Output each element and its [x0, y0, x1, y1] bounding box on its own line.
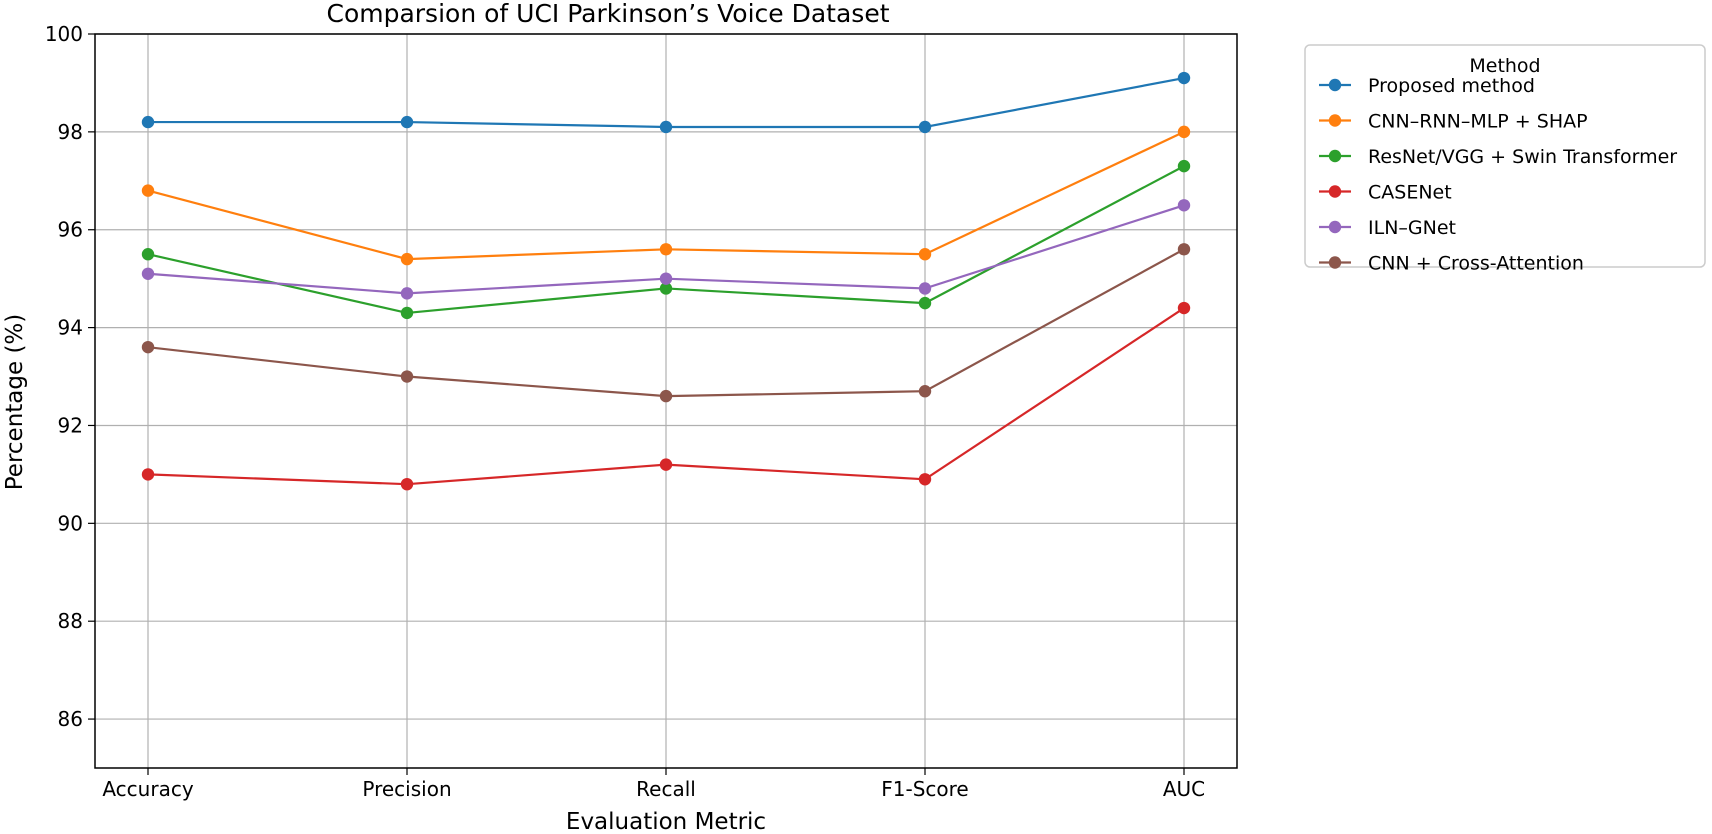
y-tick-label: 92	[58, 413, 83, 437]
series-lines	[141, 71, 1191, 491]
data-point	[659, 272, 673, 285]
data-point	[141, 340, 155, 354]
legend-title: Method	[1469, 55, 1540, 77]
legend-label: ILN–GNet	[1368, 217, 1456, 239]
legend-label: CNN + Cross-Attention	[1368, 253, 1584, 275]
data-point	[918, 385, 932, 398]
data-point	[400, 252, 414, 266]
legend-label: ResNet/VGG + Swin Transformer	[1368, 146, 1677, 168]
legend-label: Proposed method	[1368, 75, 1535, 97]
data-point	[1177, 243, 1191, 256]
data-point	[400, 370, 414, 383]
data-point	[918, 248, 932, 261]
data-point	[1177, 301, 1191, 315]
x-tick-label: Accuracy	[102, 777, 193, 801]
legend-marker	[1328, 220, 1342, 234]
data-point	[400, 477, 414, 491]
x-tick-label: AUC	[1163, 777, 1205, 801]
data-point	[659, 458, 673, 471]
y-tick-label: 90	[58, 511, 83, 535]
data-point	[141, 184, 155, 197]
y-tick-label: 94	[58, 316, 83, 340]
data-point	[141, 248, 155, 261]
data-point	[141, 267, 155, 280]
data-point	[659, 120, 673, 134]
legend-marker	[1328, 185, 1342, 198]
legend-item: ILN–GNet	[1319, 217, 1456, 239]
series-cnn-rnn-mlp-shap	[141, 125, 1191, 266]
data-point	[659, 389, 673, 403]
chart-title: Comparsion of UCI Parkinson’s Voice Data…	[326, 0, 889, 28]
y-tick-label: 88	[58, 609, 83, 633]
legend-item: ResNet/VGG + Swin Transformer	[1319, 146, 1677, 168]
data-point	[1177, 71, 1191, 85]
series-proposed-method	[141, 71, 1191, 134]
legend-item: Proposed method	[1319, 75, 1535, 97]
data-point	[918, 282, 932, 295]
data-point	[400, 115, 414, 129]
x-tick-label: F1-Score	[881, 777, 968, 801]
data-point	[1177, 199, 1191, 212]
y-tick-label: 100	[45, 22, 83, 46]
data-point	[1177, 125, 1191, 139]
legend-label: CASENet	[1368, 182, 1452, 204]
data-point	[659, 282, 673, 295]
legend-box	[1304, 44, 1706, 268]
data-point	[1177, 159, 1191, 173]
y-tick-label: 86	[58, 707, 83, 731]
legend: Method Proposed method CNN–RNN–MLP + SHAP…	[1304, 44, 1706, 275]
data-point	[918, 120, 932, 134]
series-casenet	[141, 301, 1191, 491]
legend-marker	[1328, 78, 1342, 92]
series-cnn-cross-attention	[141, 243, 1191, 403]
data-point	[141, 468, 155, 481]
y-tick-label: 98	[58, 120, 83, 144]
legend-item: CNN–RNN–MLP + SHAP	[1319, 111, 1588, 133]
x-tick-label: Precision	[362, 777, 451, 801]
y-tick-label: 96	[58, 218, 83, 242]
data-point	[918, 296, 932, 310]
legend-label: CNN–RNN–MLP + SHAP	[1368, 111, 1588, 133]
legend-marker	[1328, 114, 1342, 127]
series-resnet-vgg-swin-transformer	[141, 159, 1191, 320]
legend-marker	[1328, 149, 1342, 163]
data-point	[400, 306, 414, 320]
data-point	[141, 115, 155, 129]
x-axis-label: Evaluation Metric	[566, 809, 766, 834]
data-point	[918, 473, 932, 486]
axes: Accuracy Precision Recall F1-Score AUC 86 88 90…	[45, 22, 1205, 801]
legend-item: CNN + Cross-Attention	[1319, 253, 1584, 275]
series-iln-gnet	[141, 199, 1191, 300]
legend-marker	[1328, 256, 1342, 269]
y-axis-label: Percentage (%)	[2, 314, 28, 491]
x-tick-label: Recall	[636, 777, 696, 801]
data-point	[400, 287, 414, 300]
legend-item: CASENet	[1319, 182, 1452, 204]
data-point	[659, 243, 673, 256]
